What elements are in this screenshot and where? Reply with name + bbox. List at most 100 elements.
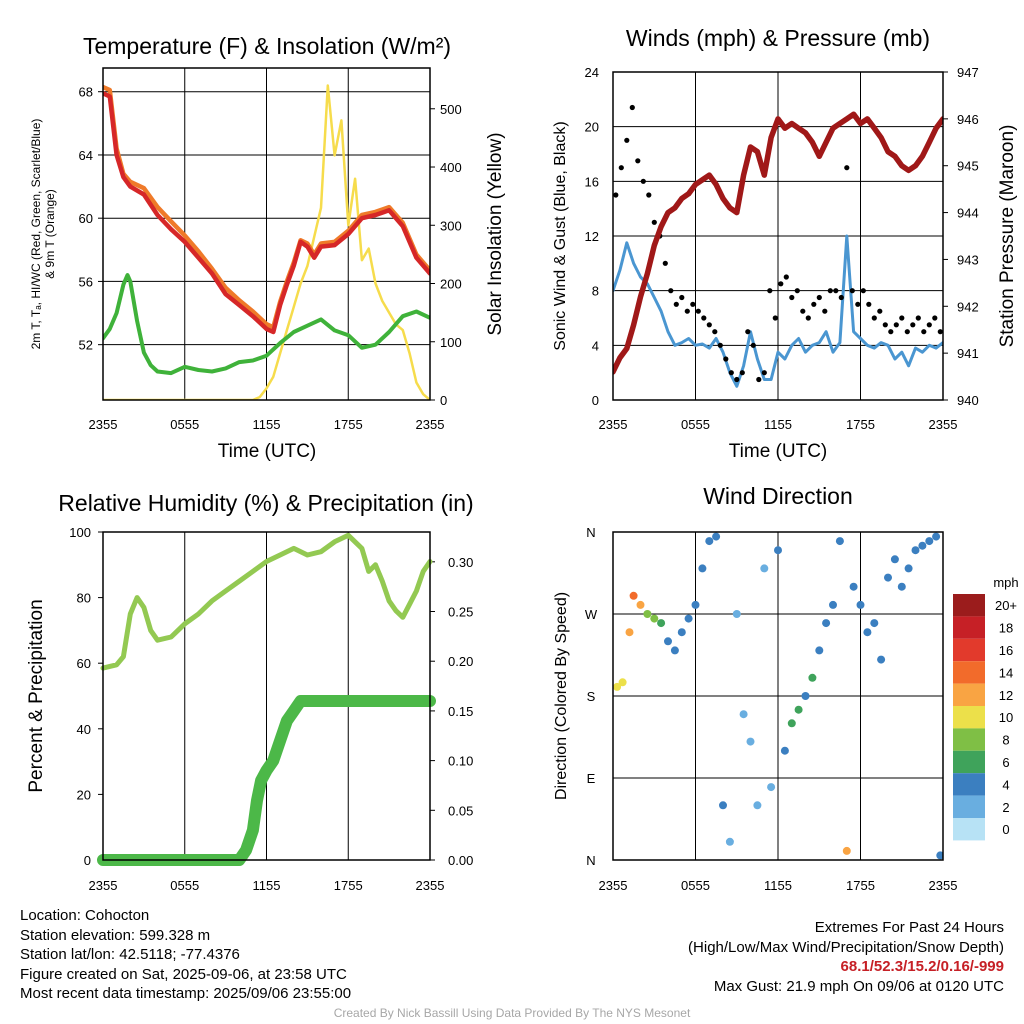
winds-ytick-label: 8	[592, 284, 599, 299]
wind-direction-point	[877, 655, 886, 664]
speed-legend-label: 8	[1002, 733, 1009, 748]
gust-point	[910, 322, 916, 328]
winds-xlabel: Time (UTC)	[729, 441, 828, 462]
gust-point	[734, 376, 740, 383]
extremes-info: Extremes For Past 24 Hours (High/Low/Max…	[688, 918, 1004, 996]
wind-direction-point	[774, 546, 782, 555]
winds-ytick-label: 12	[585, 229, 599, 244]
gust-point	[745, 329, 751, 335]
gust-point	[717, 342, 723, 348]
wind-direction-point	[897, 582, 906, 591]
wind-direction-point	[808, 673, 817, 682]
wind-direction-point	[787, 719, 796, 728]
rh-xtick-label: 2355	[89, 878, 118, 893]
pressure-ytick-label: 941	[957, 346, 979, 361]
precip-ytick-label: 0.10	[448, 754, 473, 769]
insolation-ytick-label: 100	[440, 335, 462, 350]
temp-ytick-label: 56	[79, 274, 93, 289]
wind-direction-point	[753, 801, 762, 810]
recent-data-text: Most recent data timestamp: 2025/09/06 2…	[20, 985, 352, 1002]
winds-ytick-label: 4	[592, 338, 599, 353]
speed-legend-swatch	[953, 616, 985, 639]
wind-direction-point	[670, 646, 679, 655]
elevation-text: Station elevation: 599.328 m	[20, 926, 211, 944]
pressure-ytick-label: 943	[957, 252, 979, 267]
gust-point	[838, 294, 844, 301]
credit-text: Created By Nick Bassill Using Data Provi…	[333, 1006, 691, 1020]
gust-point	[932, 315, 938, 321]
wind-direction-point	[712, 532, 721, 541]
wind-direction-point	[739, 710, 748, 719]
speed-legend-label: 20+	[995, 598, 1017, 613]
dir-ytick-label: W	[585, 607, 598, 622]
insolation-ytick-label: 200	[440, 277, 462, 292]
speed-legend-label: 18	[999, 621, 1013, 636]
rh-line	[100, 532, 433, 671]
gust-point	[679, 294, 685, 301]
wind-direction-point	[801, 692, 810, 700]
gust-point	[761, 370, 767, 376]
rh-ylabel: Percent & Precipitation	[26, 599, 47, 792]
wind-direction-point	[835, 537, 844, 546]
gust-point	[728, 370, 734, 376]
insolation-ytick-label: 500	[440, 102, 462, 117]
gust-point	[618, 165, 624, 171]
speed-legend-swatch	[953, 773, 985, 796]
rh-ytick-label: 60	[77, 656, 91, 671]
gust-point	[833, 288, 839, 294]
winds-plot-frame	[612, 71, 944, 401]
gust-point	[695, 308, 701, 314]
temp-xtick-label: 1155	[253, 417, 281, 432]
gust-point	[811, 301, 817, 307]
dewpoint-line	[103, 273, 430, 376]
dir-xtick-label: 2355	[599, 878, 628, 893]
winds-xtick-label: 0555	[681, 417, 710, 432]
wind-direction-point	[884, 573, 892, 582]
gust-point	[613, 192, 619, 198]
gust-point	[629, 104, 635, 111]
wind-direction-point	[936, 851, 943, 860]
precip-ytick-label: 0.00	[448, 853, 473, 868]
dir-ytick-label: N	[586, 853, 595, 868]
temp-plot-frame	[102, 67, 431, 401]
precip-ytick-label: 0.15	[448, 704, 473, 719]
gust-point	[904, 329, 910, 335]
winds-title: Winds (mph) & Pressure (mb)	[626, 25, 930, 51]
gust-point	[844, 165, 850, 171]
wind-direction-point	[829, 600, 837, 609]
gust-point	[827, 288, 833, 294]
gust-point	[739, 370, 745, 376]
temp-xtick-label: 2355	[416, 417, 445, 432]
speed-legend-swatch	[953, 683, 985, 706]
temp-ytick-label: 68	[79, 85, 93, 100]
rh-ytick-label: 100	[69, 525, 91, 540]
precip-line	[97, 695, 436, 866]
wind-direction-point	[815, 646, 824, 655]
pressure-ytick-label: 946	[957, 112, 979, 127]
wind-direction-point	[684, 614, 693, 623]
rh-xtick-label: 0555	[170, 878, 199, 893]
gust-point	[662, 260, 668, 266]
wind-direction-point	[767, 783, 776, 792]
rh-title: Relative Humidity (%) & Precipitation (i…	[58, 490, 473, 516]
dir-xtick-label: 1155	[764, 878, 792, 893]
wind-direction-point	[856, 600, 865, 609]
rh-xtick-label: 1755	[334, 878, 363, 893]
gust-point	[860, 288, 866, 294]
gust-point	[937, 329, 943, 335]
dir-xtick-label: 0555	[681, 878, 710, 893]
precip-ytick-label: 0.25	[448, 605, 473, 620]
gust-point	[915, 315, 921, 321]
insolation-ytick-label: 300	[440, 218, 462, 233]
gust-point	[772, 315, 778, 321]
wind-direction-point	[613, 682, 622, 691]
dir-title: Wind Direction	[703, 483, 853, 509]
insolation-ytick-label: 400	[440, 160, 462, 175]
gust-point	[640, 178, 646, 184]
winds-xtick-label: 2355	[599, 417, 628, 432]
gust-point	[855, 301, 861, 307]
winds-xtick-label: 2355	[929, 417, 958, 432]
gust-point	[926, 322, 932, 328]
gust-point	[690, 301, 696, 307]
